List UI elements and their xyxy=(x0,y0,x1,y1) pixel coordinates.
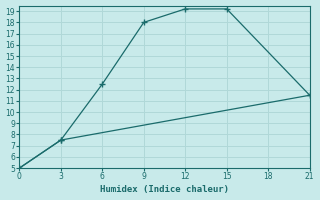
X-axis label: Humidex (Indice chaleur): Humidex (Indice chaleur) xyxy=(100,185,229,194)
